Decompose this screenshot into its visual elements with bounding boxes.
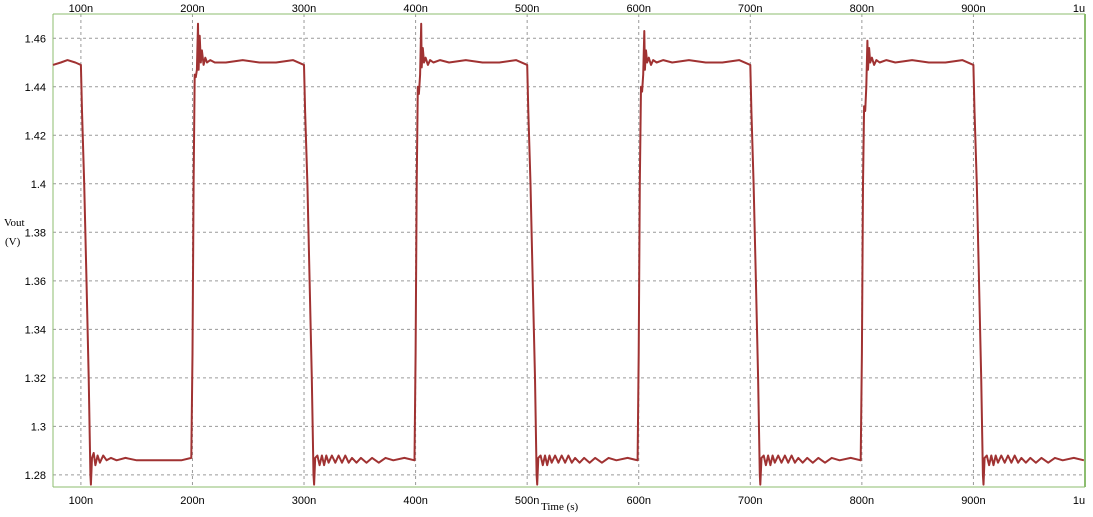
x-tick-label-bottom: 800n bbox=[850, 495, 874, 507]
x-tick-label-top: 500n bbox=[515, 3, 539, 15]
y-tick-label: 1.38 bbox=[25, 227, 46, 239]
x-tick-label-bottom: 900n bbox=[961, 495, 985, 507]
y-tick-label: 1.4 bbox=[31, 179, 46, 191]
x-tick-label-bottom: 700n bbox=[738, 495, 762, 507]
x-tick-label-bottom: 1u bbox=[1073, 495, 1085, 507]
x-tick-label-bottom: 200n bbox=[180, 495, 204, 507]
x-tick-label-top: 900n bbox=[961, 3, 985, 15]
y-tick-label: 1.32 bbox=[25, 373, 46, 385]
y-tick-label: 1.46 bbox=[25, 33, 46, 45]
y-tick-label: 1.3 bbox=[31, 421, 46, 433]
x-tick-label-bottom: 500n bbox=[515, 495, 539, 507]
x-tick-labels-bottom: 100n 200n 300n 400n 500n 600n 700n 800n 900n 1u bbox=[69, 495, 1085, 507]
x-tick-label-top: 100n bbox=[69, 3, 93, 15]
x-tick-label-top: 200n bbox=[180, 3, 204, 15]
x-tick-label-bottom: 400n bbox=[403, 495, 427, 507]
x-tick-label-top: 700n bbox=[738, 3, 762, 15]
x-tick-label-bottom: 300n bbox=[292, 495, 316, 507]
y-tick-labels: 1.28 1.3 1.32 1.34 1.36 1.38 1.4 1.42 1.44 1.46 bbox=[25, 33, 46, 482]
x-tick-label-top: 400n bbox=[403, 3, 427, 15]
y-tick-label: 1.44 bbox=[25, 82, 46, 94]
plot-background bbox=[53, 14, 1085, 487]
y-tick-label: 1.36 bbox=[25, 276, 46, 288]
x-tick-labels-top: 100n 200n 300n 400n 500n 600n 700n 800n 900n 1u bbox=[69, 3, 1085, 15]
x-tick-label-top: 800n bbox=[850, 3, 874, 15]
series-layer bbox=[52, 22, 1085, 486]
y-tick-label: 1.34 bbox=[25, 324, 46, 336]
x-tick-label-top: 600n bbox=[626, 3, 650, 15]
y-axis-unit: (V) bbox=[5, 236, 21, 248]
y-axis-label: Vout bbox=[4, 217, 25, 229]
x-tick-label-bottom: 100n bbox=[69, 495, 93, 507]
series-line-0 bbox=[52, 22, 1085, 486]
plot-frame bbox=[52, 13, 1086, 488]
x-axis-label: Time (s) bbox=[541, 501, 579, 513]
x-tick-label-bottom: 600n bbox=[626, 495, 650, 507]
y-tick-label: 1.42 bbox=[25, 130, 46, 142]
x-tick-label-top: 1u bbox=[1073, 3, 1085, 15]
y-tick-label: 1.28 bbox=[25, 470, 46, 482]
x-tick-label-top: 300n bbox=[292, 3, 316, 15]
